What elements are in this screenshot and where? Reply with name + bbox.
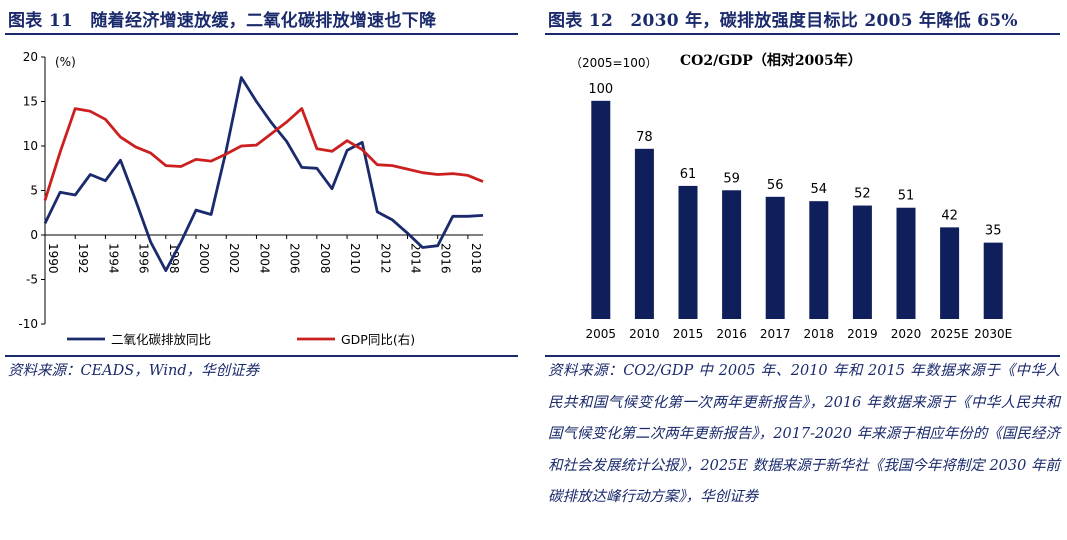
x-tick-label: 2010 [348,243,362,274]
y-tick-label: 15 [23,95,38,109]
bar-2018 [809,201,829,319]
bar-2005 [591,100,611,319]
x-tick-label: 2025E [931,327,969,341]
bar-value-label: 78 [636,130,653,145]
y-tick-label: 5 [30,184,38,198]
bar-2016 [722,190,742,319]
legend-label: 二氧化碳排放同比 [111,332,211,347]
left-title-rule [5,33,518,35]
x-tick-label: 2006 [288,243,302,274]
right-figure-title: 图表 12 2030 年，碳排放强度目标比 2005 年降低 65% [548,11,1018,31]
x-tick-label: 2014 [408,243,422,274]
bar-value-label: 61 [680,167,697,182]
x-tick-label: 1990 [46,243,60,274]
bar-2010 [634,148,654,319]
gdp-growth-line [43,107,484,201]
bar-value-label: 42 [941,208,958,223]
legend-label: GDP同比(右) [341,332,415,347]
y-tick-label: -5 [26,273,38,287]
unit-label: (%) [55,55,76,69]
x-tick-label: 2030E [974,327,1012,341]
x-tick-label: 2002 [227,243,241,274]
bar-value-label: 59 [723,171,740,186]
left-source-rule [5,355,518,357]
x-tick-label: 2008 [318,243,332,274]
chart-title: CO2/GDP（相对2005年） [680,52,862,69]
bar-value-label: 56 [767,178,784,193]
x-tick-label: 2020 [891,327,922,341]
x-tick-label: 2004 [257,243,271,274]
right-source-rule [545,355,1060,357]
y-tick-label: 20 [23,50,38,64]
x-tick-label: 2018 [469,243,483,274]
x-tick-label: 1994 [106,243,120,274]
y-tick-label: -10 [18,317,38,331]
x-tick-label: 2018 [804,327,835,341]
right-title-rule [545,33,1060,35]
bar-2015 [678,185,698,319]
x-tick-label: 2012 [378,243,392,274]
y-tick-label: 0 [30,228,38,242]
bar-value-label: 35 [985,224,1002,239]
bar-2017 [765,196,785,319]
x-tick-label: 2019 [847,327,878,341]
bar-value-label: 100 [588,82,613,97]
left-figure-title: 图表 11 随着经济增速放缓，二氧化碳排放增速也下降 [8,11,437,31]
x-tick-label: 2010 [629,327,660,341]
bar-value-label: 52 [854,187,871,202]
left-source-note: 资料来源：CEADS，Wind，华创证券 [8,363,260,379]
unit-label: （2005=100） [570,56,658,70]
x-tick-label: 2015 [673,327,704,341]
x-tick-label: 1992 [76,243,90,274]
y-tick-label: 10 [23,139,38,153]
bar-chart: （2005=100） CO2/GDP（相对2005年） 100 2005 78 2010 6… [570,52,1012,341]
bar-2030E [983,242,1003,319]
co2-growth-line [43,76,484,273]
x-tick-label: 1996 [137,243,151,274]
x-tick-label: 2016 [716,327,747,341]
bar-2025E [940,227,960,319]
right-source-note: 资料来源：CO2/GDP 中 2005 年、2010 年和 2015 年数据来源… [548,363,1060,505]
bar-2019 [852,205,872,319]
x-tick-label: 2016 [439,243,453,274]
x-tick-label: 2005 [586,327,617,341]
bar-value-label: 54 [811,182,828,197]
bar-2020 [896,207,916,319]
bar-value-label: 51 [898,189,915,204]
x-tick-label: 2000 [197,243,211,274]
x-tick-label: 2017 [760,327,791,341]
